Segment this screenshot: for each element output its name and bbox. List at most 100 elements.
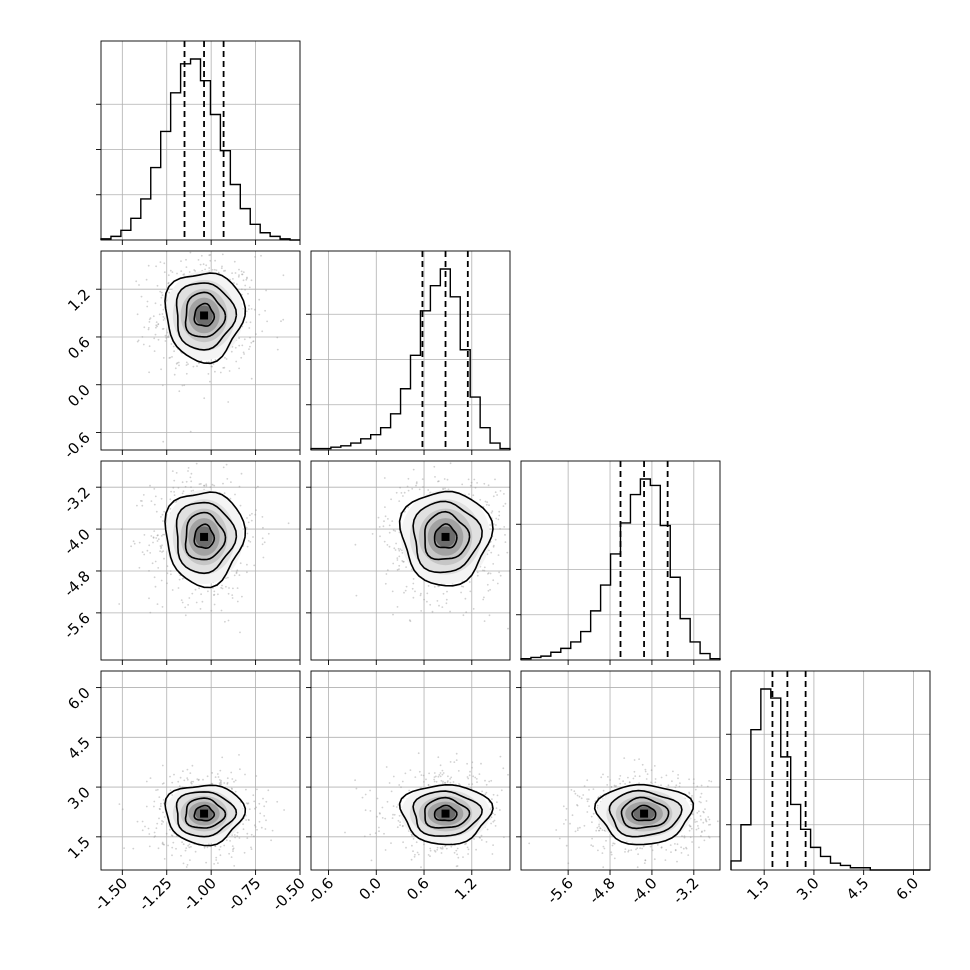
scatter-point bbox=[619, 782, 622, 785]
scatter-point bbox=[688, 824, 691, 827]
scatter-point bbox=[492, 820, 495, 823]
scatter-point bbox=[677, 774, 679, 776]
scatter-point bbox=[234, 779, 237, 782]
scatter-point bbox=[186, 777, 189, 779]
scatter-point bbox=[385, 766, 388, 768]
scatter-point bbox=[705, 800, 708, 802]
scatter-point bbox=[495, 807, 498, 810]
scatter-point bbox=[685, 846, 687, 849]
scatter-point bbox=[417, 853, 420, 856]
scatter-point bbox=[383, 477, 386, 479]
scatter-point bbox=[159, 808, 161, 811]
scatter-point bbox=[171, 834, 174, 837]
scatter-point bbox=[213, 594, 215, 596]
x-tick-label: 1.5 bbox=[743, 874, 773, 904]
scatter-point bbox=[481, 790, 483, 793]
scatter-point bbox=[153, 836, 156, 838]
contour-line bbox=[193, 302, 216, 327]
histogram-bars bbox=[100, 58, 300, 241]
scatter-point bbox=[159, 545, 162, 547]
scatter-point bbox=[399, 548, 402, 550]
scatter-point bbox=[235, 572, 238, 575]
scatter-point bbox=[167, 336, 170, 339]
scatter-point bbox=[189, 859, 191, 861]
scatter-point bbox=[502, 505, 505, 507]
scatter-point bbox=[628, 781, 631, 784]
scatter-point bbox=[691, 841, 693, 843]
scatter-point bbox=[396, 557, 399, 559]
contour-line bbox=[608, 789, 683, 838]
scatter-point bbox=[624, 783, 626, 785]
scatter-point bbox=[601, 852, 604, 854]
scatter-point bbox=[441, 606, 444, 608]
scatter-point bbox=[238, 367, 241, 370]
scatter-point bbox=[645, 778, 648, 780]
scatter-point bbox=[178, 390, 181, 393]
scatter-point bbox=[680, 852, 683, 854]
scatter-point bbox=[388, 531, 391, 534]
scatter-point bbox=[597, 849, 599, 852]
scatter-point bbox=[214, 358, 217, 361]
scatter-point bbox=[708, 824, 710, 826]
scatter-point bbox=[247, 308, 250, 311]
scatter-point bbox=[707, 816, 710, 818]
scatter-point bbox=[344, 831, 346, 834]
scatter-point bbox=[490, 807, 493, 809]
scatter-point bbox=[200, 254, 203, 257]
scatter-point bbox=[162, 319, 165, 321]
scatter-point bbox=[230, 481, 232, 483]
scatter-point bbox=[374, 832, 377, 835]
scatter-point bbox=[265, 800, 268, 803]
scatter-point bbox=[388, 524, 391, 527]
scatter-point bbox=[675, 784, 678, 787]
scatter-point bbox=[569, 822, 571, 825]
scatter-point bbox=[207, 361, 210, 363]
scatter-point bbox=[250, 848, 253, 850]
scatter-point bbox=[498, 571, 500, 574]
scatter-point bbox=[436, 848, 439, 851]
scatter-point bbox=[162, 357, 165, 359]
scatter-point bbox=[225, 463, 228, 466]
scatter-point bbox=[471, 761, 474, 764]
scatter-point bbox=[682, 847, 685, 850]
scatter-point bbox=[183, 384, 186, 387]
scatter-point bbox=[437, 756, 440, 759]
scatter-point bbox=[147, 328, 150, 331]
scatter-point bbox=[211, 269, 214, 271]
scatter-point bbox=[423, 598, 425, 601]
scatter-point bbox=[187, 467, 190, 469]
scatter-point bbox=[153, 831, 156, 834]
scatter-point bbox=[667, 784, 670, 787]
scatter-point bbox=[237, 275, 240, 278]
scatter-point bbox=[580, 797, 583, 800]
scatter-point bbox=[168, 828, 171, 831]
scatter-point bbox=[156, 540, 159, 542]
scatter-point bbox=[427, 854, 430, 856]
scatter-point bbox=[619, 775, 622, 777]
scatter-point bbox=[398, 500, 401, 502]
scatter-point bbox=[185, 847, 188, 849]
scatter-point bbox=[461, 483, 464, 486]
contour-line bbox=[620, 796, 670, 830]
scatter-point bbox=[149, 317, 152, 319]
scatter-point bbox=[685, 847, 688, 850]
scatter-point bbox=[476, 482, 478, 484]
scatter-point bbox=[146, 549, 149, 552]
scatter-point bbox=[220, 586, 223, 589]
scatter-point bbox=[506, 551, 509, 554]
scatter-point bbox=[171, 271, 174, 273]
scatter-point bbox=[386, 800, 389, 803]
scatter-point bbox=[145, 780, 148, 783]
scatter-point bbox=[671, 780, 673, 783]
scatter-point bbox=[173, 350, 176, 353]
scatter-point bbox=[160, 291, 163, 294]
contour-line bbox=[164, 491, 247, 589]
scatter-point bbox=[213, 603, 216, 606]
scatter-point bbox=[266, 320, 268, 323]
scatter-point bbox=[473, 478, 476, 481]
scatter-point bbox=[435, 780, 438, 783]
scatter-point bbox=[423, 843, 425, 846]
scatter-point bbox=[230, 771, 233, 774]
scatter-point bbox=[175, 362, 178, 365]
scatter-point bbox=[181, 577, 184, 580]
